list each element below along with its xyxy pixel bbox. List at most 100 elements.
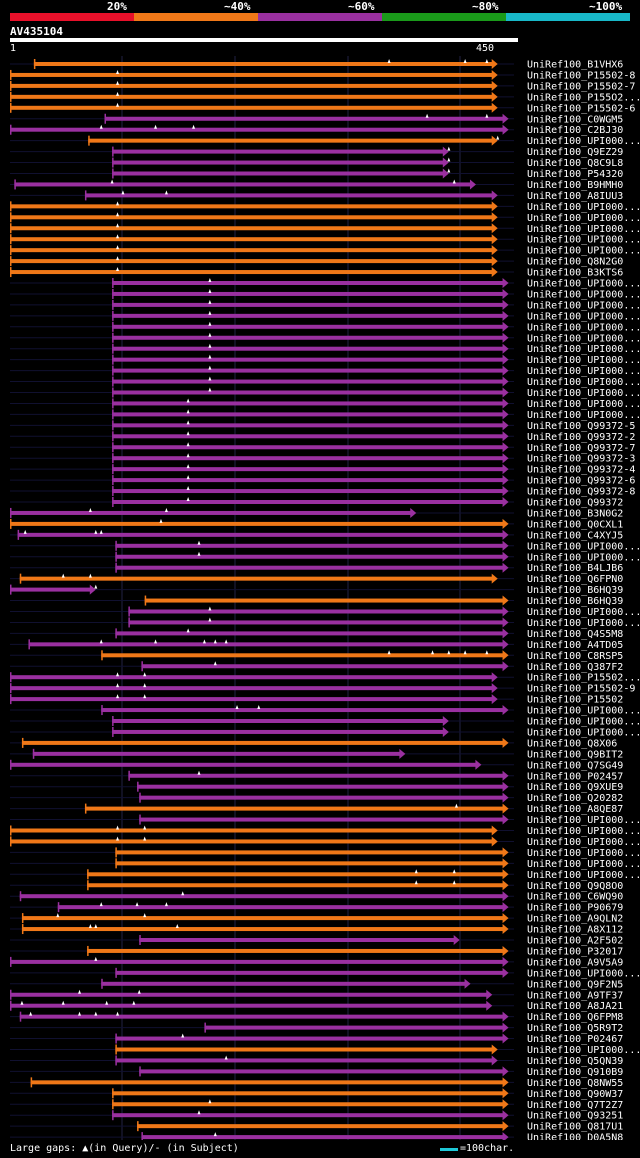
hit-row[interactable]: UniRef100_UPI000... [10,332,640,345]
hit-row[interactable]: UniRef100_UPI000... [10,310,640,323]
hit-row[interactable]: UniRef100_Q99372-2 [10,431,635,443]
hit-label[interactable]: UniRef100_A9V5A9 [527,957,623,968]
hit-row[interactable]: UniRef100_Q817U1 [10,1121,623,1133]
hit-label[interactable]: UniRef100_Q99372-8 [527,487,635,498]
hit-label[interactable]: UniRef100_B1VHX6 [527,60,623,71]
hit-bar[interactable] [115,861,504,866]
hit-bar[interactable] [10,510,412,515]
hit-bar[interactable] [137,1124,504,1129]
hit-bar[interactable] [10,105,493,110]
hit-label[interactable]: UniRef100_A8JA21 [527,1001,623,1012]
hit-bar[interactable] [21,740,504,745]
hit-bar[interactable] [112,149,444,154]
hit-row[interactable]: UniRef100_D0A5N8 [10,1132,623,1140]
hit-row[interactable]: UniRef100_UPI000... [10,1044,640,1057]
hit-label[interactable]: UniRef100_UPI000... [527,1045,640,1056]
hit-row[interactable]: UniRef100_Q9Q8O0 [10,880,623,892]
hit-bar[interactable] [141,1135,504,1140]
hit-bar[interactable] [30,1080,504,1085]
hit-bar[interactable] [21,916,504,921]
hit-row[interactable]: UniRef100_A8QE87 [10,803,623,816]
hit-row[interactable]: UniRef100_Q90W37 [10,1088,623,1100]
hit-row[interactable]: UniRef100_B1VHX6 [10,59,623,71]
hit-label[interactable]: UniRef100_P15502-7 [527,81,635,92]
hit-row[interactable]: UniRef100_UPI000... [10,245,640,257]
hit-label[interactable]: UniRef100_Q9F2N5 [527,979,623,990]
hit-row[interactable]: UniRef100_Q4S5M8 [10,628,623,640]
hit-label[interactable]: UniRef100_C2BJ30 [527,125,623,136]
hit-row[interactable]: UniRef100_UPI000... [10,858,640,870]
hit-bar[interactable] [101,981,466,986]
hit-label[interactable]: UniRef100_Q99372-4 [527,465,635,476]
hit-bar[interactable] [84,193,493,198]
hit-row[interactable]: UniRef100_UPI000... [10,223,640,235]
hit-row[interactable]: UniRef100_UPI000... [10,409,640,421]
hit-row[interactable]: UniRef100_UPI000... [10,387,640,400]
hit-bar[interactable] [10,828,493,833]
hit-row[interactable]: UniRef100_B3KTS6 [10,267,623,279]
hit-row[interactable]: UniRef100_Q6FPM8 [10,1011,623,1024]
hit-label[interactable]: UniRef100_UPI000... [527,541,640,552]
hit-row[interactable]: UniRef100_UPI000... [10,551,640,564]
hit-row[interactable]: UniRef100_P15502-9 [10,683,635,695]
hit-row[interactable]: UniRef100_Q99372-3 [10,453,635,465]
hit-label[interactable]: UniRef100_UPI000... [527,322,640,333]
hit-row[interactable]: UniRef100_Q910B9 [10,1066,623,1078]
hit-bar[interactable] [112,489,504,494]
hit-bar[interactable] [115,554,504,559]
hit-label[interactable]: UniRef100_B6HQ39 [527,596,623,607]
hit-bar[interactable] [112,423,504,428]
hit-row[interactable]: UniRef100_Q5QN39 [10,1055,623,1067]
hit-bar[interactable] [19,576,493,581]
hit-bar[interactable] [10,587,91,592]
hit-bar[interactable] [10,959,504,964]
hit-label[interactable]: UniRef100_Q817U1 [527,1122,623,1133]
hit-label[interactable]: UniRef100_UPI000... [527,815,640,826]
hit-label[interactable]: UniRef100_UPI000... [527,706,640,717]
hit-bar[interactable] [112,313,504,318]
hit-bar[interactable] [112,445,504,450]
hit-label[interactable]: UniRef100_P02457 [527,771,623,782]
hit-bar[interactable] [112,160,444,165]
hit-label[interactable]: UniRef100_Q9EZ29 [527,147,623,158]
hit-row[interactable]: UniRef100_P90679 [10,902,623,914]
hit-bar[interactable] [115,850,504,855]
hit-label[interactable]: UniRef100_Q20282 [527,793,623,804]
hit-bar[interactable] [104,116,504,121]
hit-label[interactable]: UniRef100_Q8X06 [527,738,617,749]
hit-bar[interactable] [10,127,504,132]
hit-bar[interactable] [28,642,504,647]
hit-label[interactable]: UniRef100_Q8N2G0 [527,257,623,268]
hit-label[interactable]: UniRef100_P15502-9 [527,684,635,695]
hit-row[interactable]: UniRef100_C0WGM5 [10,113,623,126]
hit-row[interactable]: UniRef100_A8X112 [10,924,623,936]
hit-row[interactable]: UniRef100_A9V5A9 [10,956,623,969]
hit-label[interactable]: UniRef100_B6HQ39 [527,585,623,596]
hit-row[interactable]: UniRef100_UPI000... [10,617,640,629]
hit-row[interactable]: UniRef100_Q93251 [10,1110,623,1122]
hit-bar[interactable] [204,1025,504,1030]
hit-label[interactable]: UniRef100_P90679 [527,903,623,914]
hit-bar[interactable] [101,708,504,713]
hit-bar[interactable] [10,675,493,680]
hit-row[interactable]: UniRef100_Q9F2N5 [10,978,623,991]
hit-label[interactable]: UniRef100_UPI000... [527,552,640,563]
hit-bar[interactable] [10,83,493,88]
hit-bar[interactable] [10,992,488,997]
hit-label[interactable]: UniRef100_B9HMH0 [527,180,623,191]
hit-row[interactable]: UniRef100_UPI000... [10,201,640,213]
hit-label[interactable]: UniRef100_UPI000... [527,837,640,848]
hit-label[interactable]: UniRef100_UPI000... [527,618,640,629]
hit-row[interactable]: UniRef100_B4LJB6 [10,562,623,575]
hit-label[interactable]: UniRef100_Q5R9T2 [527,1023,623,1034]
hit-label[interactable]: UniRef100_UPI000... [527,848,640,859]
hit-row[interactable]: UniRef100_UPI000... [10,212,640,224]
hit-bar[interactable] [10,72,493,77]
hit-bar[interactable] [137,784,504,789]
hit-label[interactable]: UniRef100_UPI000... [527,727,640,738]
hit-row[interactable]: UniRef100_Q99372-4 [10,464,635,476]
hit-label[interactable]: UniRef100_Q93251 [527,1111,623,1122]
hit-bar[interactable] [10,94,493,99]
hit-label[interactable]: UniRef100_UPI000... [527,826,640,837]
hit-row[interactable]: UniRef100_P155O2... [10,91,640,104]
